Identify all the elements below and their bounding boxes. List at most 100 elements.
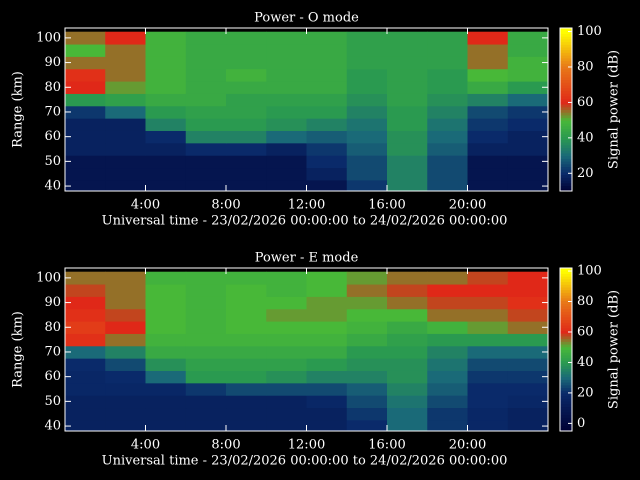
heatmap-cell [65, 395, 106, 409]
y-tick-label: 90 [44, 55, 61, 70]
heatmap-cell [185, 118, 227, 131]
heatmap-cell [387, 167, 428, 181]
y-tick-label: 60 [44, 369, 61, 384]
heatmap-cell [387, 419, 428, 431]
colorbar-step [560, 417, 572, 421]
heatmap-cell [65, 105, 106, 119]
colorbar-step [560, 74, 572, 78]
heatmap-cell [306, 167, 348, 181]
x-tick-label: 16:00 [368, 198, 405, 213]
heatmap-cell [346, 167, 388, 181]
heatmap-cell [226, 93, 267, 107]
chart-title: Power - E mode [255, 251, 359, 266]
colorbar-step [560, 150, 572, 154]
heatmap-cell [507, 93, 548, 107]
heatmap-cell [65, 142, 106, 156]
heatmap-cell [226, 31, 267, 45]
colorbar-step [560, 66, 572, 70]
heatmap-cell [65, 333, 106, 347]
heatmap-cell [346, 308, 388, 322]
heatmap-cell [306, 419, 348, 431]
heatmap-cell [387, 321, 428, 334]
heatmap-cell [266, 142, 307, 156]
heatmap-cell [145, 81, 187, 94]
x-tick-label: 8:00 [211, 198, 240, 213]
heatmap-cell [387, 308, 428, 322]
heatmap-cell [145, 321, 187, 334]
colorbar-step [560, 47, 572, 51]
heatmap-cell [306, 142, 348, 156]
heatmap-cell [507, 395, 548, 409]
colorbar-step [560, 139, 572, 143]
colorbar-step [560, 33, 572, 37]
x-tick-label: 4:00 [131, 198, 160, 213]
heatmap-cell [266, 382, 307, 396]
heatmap-cell [105, 308, 146, 322]
heatmap-cell [306, 81, 348, 94]
heatmap-cell [226, 321, 267, 334]
heatmap-cell [105, 167, 146, 181]
heatmap-cell [65, 284, 106, 297]
colorbar-step [560, 409, 572, 413]
heatmap-cell [266, 44, 307, 57]
heatmap-cell [427, 155, 468, 169]
heatmap-cell [306, 407, 348, 421]
y-tick-label: 80 [44, 320, 61, 335]
y-axis-label: Range (km) [11, 71, 26, 148]
heatmap-cell [185, 68, 227, 82]
heatmap-cell [467, 419, 509, 431]
colorbar-step [560, 268, 572, 272]
heatmap-cell [387, 68, 428, 82]
colorbar-step [560, 41, 572, 45]
colorbar-tick-label: 80 [577, 294, 594, 309]
heatmap-cell [266, 296, 307, 310]
heatmap-cell [346, 296, 388, 310]
heatmap-cell [467, 81, 509, 94]
colorbar-frame [559, 267, 573, 432]
colorbar-step [560, 128, 572, 132]
heatmap-cell [105, 382, 146, 396]
colorbar-step [560, 392, 572, 397]
heatmap-cell [105, 271, 146, 285]
heatmap-cell [387, 56, 428, 70]
heatmap-cell [467, 271, 509, 285]
heatmap-cell [346, 155, 388, 169]
heatmap-cell [467, 167, 509, 181]
heatmap-cell [185, 321, 227, 334]
colorbar-step [560, 87, 572, 91]
heatmap-cell [105, 155, 146, 169]
colorbar-step [560, 98, 572, 102]
heatmap-cell [306, 68, 348, 82]
heatmap-cell [105, 105, 146, 119]
heatmap-cell [145, 130, 187, 144]
heatmap-cell [266, 179, 307, 191]
heatmap-cell [387, 155, 428, 169]
colorbar-step [560, 142, 572, 146]
heatmap-cell [346, 333, 388, 347]
colorbar-step [560, 147, 572, 151]
heatmap-cell [427, 56, 468, 70]
heatmap-cell [387, 382, 428, 396]
heatmap-cell [306, 130, 348, 144]
heatmap-cell [387, 179, 428, 191]
heatmap-cell [306, 333, 348, 347]
heatmap-cell [346, 358, 388, 371]
heatmap-cell [185, 296, 227, 310]
heatmap-cell [467, 407, 509, 421]
heatmap-cell [427, 44, 468, 57]
heatmap-cell [306, 358, 348, 371]
colorbar-step [560, 363, 572, 367]
heatmap-cell [185, 284, 227, 297]
heatmap-cell [387, 407, 428, 421]
heatmap-cell [145, 284, 187, 297]
heatmap-cell [65, 56, 106, 70]
heatmap-cell [266, 358, 307, 371]
heatmap-cell [266, 130, 307, 144]
heatmap-cell [105, 358, 146, 371]
heatmap-cell [346, 271, 388, 285]
colorbar-step [560, 171, 572, 176]
y-tick-label: 70 [44, 344, 61, 359]
heatmap-cell [346, 179, 388, 191]
heatmap-cell [105, 419, 146, 431]
heatmap-cell [507, 68, 548, 82]
